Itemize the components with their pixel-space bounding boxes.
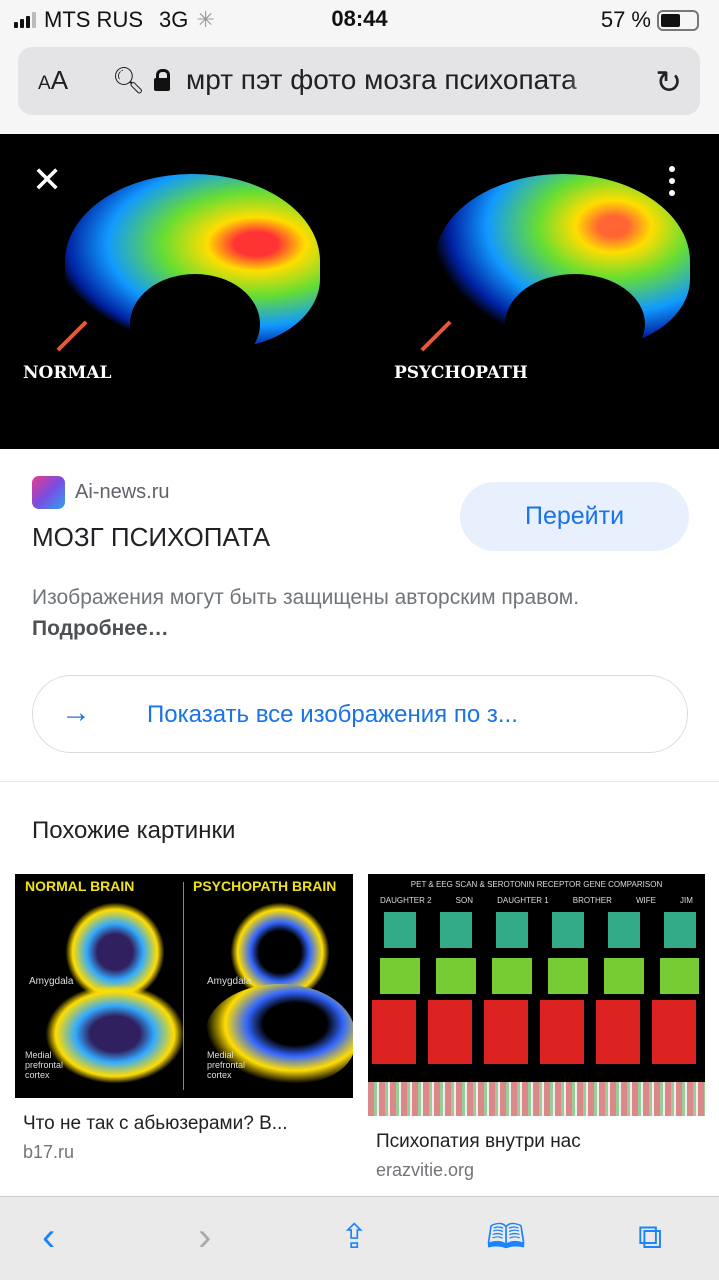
text-size-button[interactable]: AA [38,65,69,95]
site-favicon [32,476,65,509]
battery-percent: 57 % [600,7,651,32]
label-psychopath: PSYCHOPATH [394,363,528,383]
similar-image-2[interactable]: PET & EEG SCAN & SEROTONIN RECEPTOR GENE… [368,874,705,1116]
battery-icon [657,9,699,31]
back-icon[interactable]: ‹ [42,1215,56,1259]
source[interactable]: Ai-news.ru [32,476,169,509]
signal-icon [14,12,36,28]
network: 3G [159,7,189,32]
similar-source-2: erazvitie.org [376,1160,475,1180]
similar-title-1[interactable]: Что не так с абьюзерами? В... [23,1113,288,1134]
similar-title-2[interactable]: Психопатия внутри нас [376,1131,581,1152]
close-icon[interactable]: ✕ [32,159,63,200]
preview-image[interactable]: NORMAL PSYCHOPATH ✕ [0,134,719,449]
label-normal: NORMAL [23,363,112,383]
arrow-right-icon: → [61,696,91,729]
similar-heading: Похожие картинки [32,817,236,844]
forward-icon[interactable]: › [198,1215,212,1259]
tabs-icon[interactable]: ⧉ [638,1218,663,1256]
divider [0,781,719,782]
similar-source-1: b17.ru [23,1142,75,1162]
share-icon[interactable]: ⇪ [340,1218,369,1256]
browser-top-bar: AA 🔍︎ мрт пэт фото мозга психопата ↻ [0,40,719,134]
reload-icon[interactable]: ↻ [655,64,682,100]
url-text[interactable]: мрт пэт фото мозга психопата [186,64,577,95]
browser-toolbar: ‹ › ⇪ 🕮︎ ⧉ [0,1196,719,1280]
more-options-icon[interactable] [669,166,675,202]
image-title: МОЗГ ПСИХОПАТА [32,522,271,552]
loading-icon: ✳ [196,7,215,32]
lock-icon [154,69,170,91]
learn-more-link[interactable]: Подробнее… [32,617,169,640]
search-icon: 🔍︎ [112,65,146,95]
show-all-images-button[interactable]: → Показать все изображения по з... [32,675,688,753]
clock: 08:44 [331,6,388,31]
similar-image-1[interactable]: NORMAL BRAIN PSYCHOPATH BRAIN Amygdala A… [15,874,353,1098]
copyright-notice: Изображения могут быть защищены авторски… [32,586,580,640]
address-bar[interactable]: AA 🔍︎ мрт пэт фото мозга психопата ↻ [18,47,700,115]
bookmarks-icon[interactable]: 🕮︎ [486,1218,527,1256]
visit-button[interactable]: Перейти [460,482,689,551]
carrier: MTS RUS [44,7,143,32]
status-bar: MTS RUS 3G ✳ 08:44 57 % [0,0,719,40]
